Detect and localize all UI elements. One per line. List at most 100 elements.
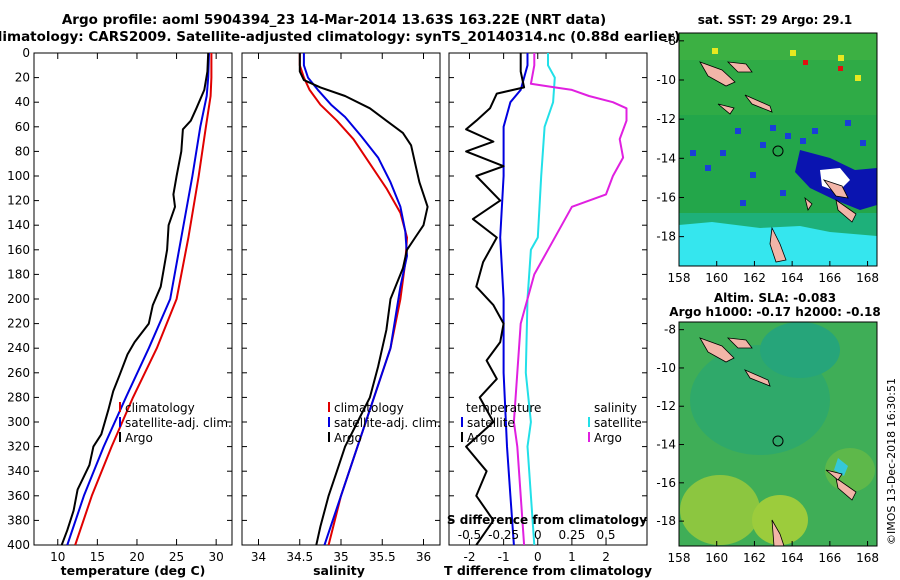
y-tick-label: 360 [7, 489, 30, 503]
sla-map-title-2: Argo h1000: -0.17 h2000: -0.18 [669, 305, 880, 319]
y-tick-label: 380 [7, 513, 30, 527]
series-s-satellite [524, 53, 556, 545]
x-tick-label: 36 [416, 550, 431, 564]
map-x-tick-label: 166 [818, 271, 841, 285]
series-satellite-adj-clim- [302, 53, 408, 545]
y-tick-label: 0 [22, 46, 30, 60]
x-top-tick-label: 0.5 [596, 528, 615, 542]
map-y-tick-label: -14 [656, 151, 676, 165]
x-top-tick-label: 0 [534, 528, 542, 542]
map-ticks: 158 160 162 164 166 168 -8 -10 -12 -14 -16 -18 158 16… [656, 34, 879, 565]
series-satellite-adj-clim- [66, 53, 210, 545]
y-tick-label: 240 [7, 341, 30, 355]
map-x-tick-label: 162 [743, 271, 766, 285]
legend-temperature-title: temperature [466, 401, 541, 415]
y-tick-label: 140 [7, 218, 30, 232]
map-x-tick-label: 158 [668, 271, 691, 285]
map-y-tick-label: -12 [656, 399, 676, 413]
temperature-xlabel: temperature (deg C) [61, 563, 206, 578]
legend-satellite-adj: satellite-adj. clim. [125, 416, 232, 430]
legend-climatology: climatology [125, 401, 195, 415]
legend-climatology: climatology [334, 401, 404, 415]
legend-salinity-title: salinity [594, 401, 637, 415]
legend-argo: Argo [334, 431, 362, 445]
argo-position-marker [772, 435, 784, 447]
y-tick-label: 160 [7, 243, 30, 257]
legend-s-satellite: satellite [594, 416, 642, 430]
y-tick-label: 260 [7, 366, 30, 380]
y-tick-label: 180 [7, 267, 30, 281]
y-tick-label: 300 [7, 415, 30, 429]
header-title-line1: Argo profile: aoml 5904394_23 14-Mar-201… [62, 12, 606, 28]
map-y-tick-label: -18 [656, 230, 676, 244]
x-tick-label: -2 [463, 550, 475, 564]
x-tick-label: 34 [251, 550, 266, 564]
sla-map-title-1: Altim. SLA: -0.083 [714, 291, 836, 305]
x-tick-label: -1 [498, 550, 510, 564]
y-tick-label: 100 [7, 169, 30, 183]
x-tick-label: 15 [90, 550, 105, 564]
axis-ticks: 10 15 20 25 30020406080100120140160180200220… [7, 46, 647, 564]
map-y-tick-label: -14 [656, 438, 676, 452]
series-climatology [74, 53, 213, 545]
y-tick-label: 40 [15, 95, 30, 109]
legend-t-satellite: satellite [467, 416, 515, 430]
legend-s-argo: Argo [594, 431, 622, 445]
temperature-plot-frame [33, 52, 233, 546]
map-x-tick-label: 162 [743, 551, 766, 565]
map-y-tick-label: -18 [656, 514, 676, 528]
series-t-argo [465, 53, 526, 545]
salinity-plot-frame [241, 52, 441, 546]
series-s-argo [512, 53, 628, 545]
y-tick-label: 400 [7, 538, 30, 552]
map-x-tick-label: 166 [818, 551, 841, 565]
sla-map [678, 321, 878, 547]
map-x-tick-label: 168 [856, 551, 879, 565]
x-tick-label: 25 [169, 550, 184, 564]
legend-satellite-adj: satellite-adj. clim. [334, 416, 441, 430]
map-y-tick-label: -12 [656, 112, 676, 126]
map-x-tick-label: 164 [781, 551, 804, 565]
x-tick-label: 20 [129, 550, 144, 564]
x-tick-label: 10 [50, 550, 65, 564]
map-y-tick-label: -10 [656, 73, 676, 87]
difference-plot-area [465, 53, 628, 545]
sst-map-title: sat. SST: 29 Argo: 29.1 [698, 13, 852, 27]
series-argo [60, 53, 210, 545]
y-tick-label: 60 [15, 120, 30, 134]
map-x-tick-label: 160 [705, 551, 728, 565]
difference-legend: temperature satellite Argo salinity sate… [461, 401, 642, 445]
x-top-tick-label: -0.5 [458, 528, 481, 542]
salinity-plot-area [298, 53, 429, 545]
y-tick-label: 80 [15, 144, 30, 158]
salinity-xlabel: salinity [313, 563, 365, 578]
y-tick-label: 120 [7, 194, 30, 208]
map-x-tick-label: 160 [705, 271, 728, 285]
map-y-tick-label: -16 [656, 190, 676, 204]
series-t-satellite [499, 53, 529, 545]
copyright-stamp: ©IMOS 13-Dec-2018 16:30:51 [885, 378, 898, 545]
x-top-tick-label: -0.25 [488, 528, 519, 542]
sst-map [678, 32, 878, 267]
map-x-tick-label: 164 [781, 271, 804, 285]
x-tick-label: 0 [534, 550, 542, 564]
temperature-legend: climatology satellite-adj. clim. Argo [119, 401, 232, 445]
y-tick-label: 200 [7, 292, 30, 306]
y-tick-label: 220 [7, 317, 30, 331]
map-x-tick-label: 158 [668, 551, 691, 565]
x-tick-label: 1 [568, 550, 576, 564]
map-y-tick-label: -8 [664, 34, 676, 48]
x-tick-label: 35 [333, 550, 348, 564]
argo-position-marker [772, 145, 784, 157]
series-argo [298, 53, 429, 545]
difference-plot-frame [448, 52, 648, 546]
header-title-line2: Climatology: CARS2009. Satellite-adjuste… [0, 29, 680, 45]
legend-t-argo: Argo [467, 431, 495, 445]
map-y-tick-label: -16 [656, 476, 676, 490]
x-tick-label: 2 [602, 550, 610, 564]
difference-xlabel: T difference from climatology [444, 563, 652, 578]
x-tick-label: 35.5 [369, 550, 396, 564]
y-tick-label: 340 [7, 464, 30, 478]
map-y-tick-label: -8 [664, 323, 676, 337]
